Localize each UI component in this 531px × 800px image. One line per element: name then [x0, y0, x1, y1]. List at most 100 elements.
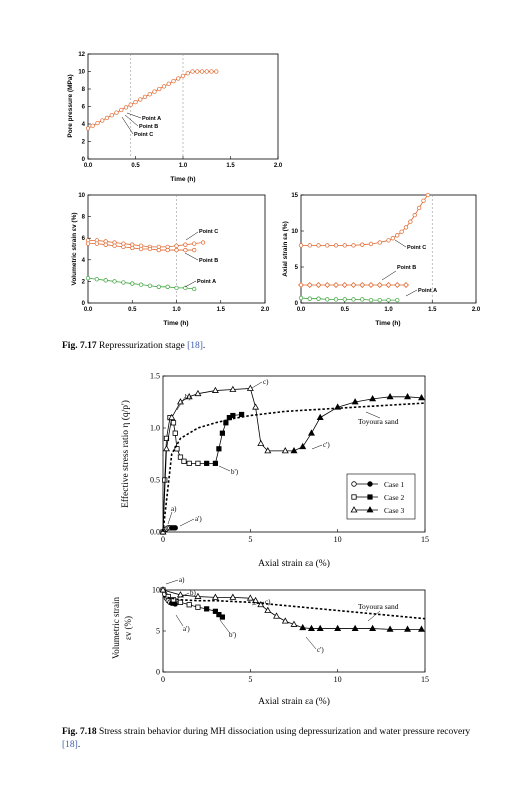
y-axis-label: Effective stress ratio η (q/p')	[120, 400, 131, 508]
chart-volumetric-strain: 0.0 0.5 1.0 1.5 2.0 0 2 4 6 8 10 Volumetric strain…	[71, 193, 270, 327]
data-point	[264, 447, 272, 454]
data-point	[180, 73, 186, 79]
arrow-a	[126, 112, 142, 119]
data-point	[212, 460, 218, 466]
annotation-c-prime: c')	[323, 441, 330, 449]
annotation-point-b: Point B	[139, 124, 158, 130]
data-point	[408, 219, 413, 224]
annotation-a: a)	[179, 576, 185, 584]
chart-stress-ratio: 0 5 10 15 0.0 0.5 1.0 1.5 Effective stress rati…	[120, 372, 429, 569]
annotation-toyoura: Toyoura sand	[358, 602, 399, 611]
data-point	[359, 282, 366, 288]
leader-toyoura	[365, 411, 381, 419]
leader-a-prime	[175, 614, 184, 627]
data-point	[119, 107, 124, 113]
legend-box	[346, 473, 416, 520]
data-point	[123, 105, 129, 110]
data-point	[172, 525, 178, 531]
data-point	[315, 282, 322, 288]
data-point	[223, 420, 229, 426]
y-tick-label: 4	[82, 122, 86, 128]
caption-ref[interactable]: [18]	[187, 341, 203, 351]
data-point	[212, 608, 218, 614]
y-tick-label: 12	[78, 52, 85, 58]
leader-b	[177, 592, 190, 599]
data-point	[194, 592, 202, 599]
arrow-b	[184, 252, 199, 261]
leader-c	[251, 601, 265, 606]
data-point	[377, 240, 382, 245]
data-point	[183, 242, 188, 247]
x-tick-label: 2.0	[261, 307, 270, 313]
data-point	[183, 247, 188, 253]
data-point	[100, 118, 105, 123]
data-point	[138, 97, 143, 102]
y-tick-label: 5	[156, 627, 160, 636]
plot-frame	[162, 375, 426, 533]
annotation-c-prime: c')	[317, 646, 324, 654]
x-tick-label: 15	[421, 535, 429, 544]
data-point	[368, 297, 374, 303]
data-point	[156, 247, 161, 253]
y-tick-label: 8	[82, 87, 86, 93]
data-point	[121, 244, 126, 249]
data-point	[298, 282, 304, 288]
data-point	[209, 69, 214, 74]
data-point	[109, 113, 114, 118]
x-tick-label: 5	[248, 535, 252, 544]
data-point	[147, 246, 153, 252]
data-point	[307, 243, 312, 248]
annotation-b: b)	[185, 393, 192, 401]
x-tick-label: 2.0	[274, 163, 283, 169]
data-point	[351, 481, 357, 487]
leader-toyoura	[367, 610, 381, 622]
data-point	[95, 120, 100, 126]
data-point	[204, 69, 209, 74]
x-tick-label: 1.0	[179, 163, 188, 169]
annotation-c: c)	[265, 598, 271, 606]
data-point	[281, 617, 289, 624]
data-point	[204, 460, 210, 466]
annotation-point-b: Point B	[397, 265, 416, 271]
data-point	[195, 604, 201, 610]
data-point	[163, 435, 170, 442]
data-point	[368, 282, 374, 288]
data-point	[299, 442, 307, 450]
arrow-c	[394, 239, 407, 248]
x-tick-label: 0.0	[84, 307, 93, 313]
y-tick-label: 0	[295, 301, 299, 307]
x-axis-label: Time (h)	[170, 176, 195, 183]
data-point	[386, 625, 394, 632]
data-point	[273, 612, 281, 619]
data-point	[298, 243, 304, 248]
data-point	[183, 285, 188, 291]
data-point	[170, 597, 177, 603]
data-point	[403, 225, 409, 230]
annotation-point-b: Point B	[199, 258, 218, 264]
data-point	[425, 192, 431, 198]
y-tick-label: 0	[156, 668, 160, 677]
x-tick-label: 1.5	[217, 307, 226, 313]
x-axis-label: Axial strain εa (%)	[258, 558, 330, 569]
data-point	[281, 447, 289, 454]
data-point	[159, 586, 167, 593]
data-point	[367, 494, 373, 500]
data-point	[204, 606, 210, 612]
data-point	[128, 102, 133, 107]
data-point	[200, 240, 206, 245]
caption-ref[interactable]: [18]	[62, 740, 78, 750]
arrow-c	[121, 116, 134, 135]
y-tick-label: 2	[82, 279, 86, 285]
data-point	[290, 620, 298, 627]
y-tick-label: 2	[82, 140, 86, 146]
caption-fig-7-17: Fig. 7.17 Repressurization stage [18].	[62, 340, 482, 353]
y-tick-label: 0.5	[150, 476, 160, 485]
legend: Case 1 Case 2 Case 3	[346, 473, 416, 520]
data-point	[171, 78, 176, 84]
annotation-b-prime: b')	[231, 468, 239, 476]
data-point	[404, 392, 412, 400]
data-point	[192, 286, 197, 292]
leader-c-prime	[305, 636, 317, 650]
data-point	[360, 297, 365, 302]
data-point	[147, 92, 152, 97]
